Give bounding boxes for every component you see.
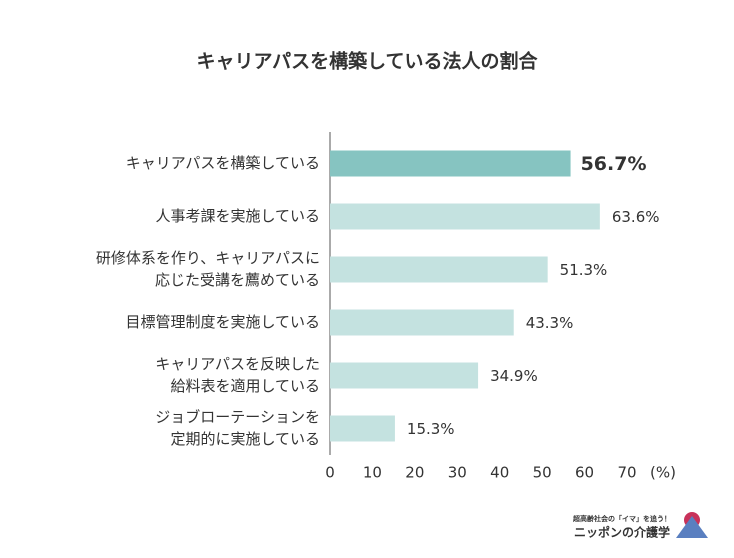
y-tick-label: ジョブローテーションを	[155, 408, 320, 426]
bar	[330, 150, 571, 177]
logo-name: ニッポンの介護学	[574, 525, 670, 540]
y-tick-label: 給料表を適用している	[170, 377, 320, 395]
x-unit: (%)	[650, 464, 676, 482]
x-tick-label: 20	[405, 464, 424, 482]
y-tick-label: 応じた受講を薦めている	[155, 271, 320, 289]
value-label: 63.6%	[612, 208, 660, 226]
x-tick-label: 10	[363, 464, 382, 482]
y-tick-label: 目標管理制度を実施している	[125, 313, 320, 331]
x-tick-label: 70	[617, 464, 636, 482]
x-tick-label: 60	[575, 464, 594, 482]
logo-mountain	[676, 516, 708, 538]
chart-title: キャリアパスを構築している法人の割合	[196, 50, 538, 73]
x-tick-label: 0	[325, 464, 335, 482]
bar	[330, 309, 514, 336]
x-tick-label: 40	[490, 464, 509, 482]
value-label: 43.3%	[526, 314, 574, 332]
y-tick-label: 研修体系を作り、キャリアパスに	[96, 249, 320, 267]
y-tick-label: 人事考課を実施している	[155, 207, 320, 225]
y-tick-label: 定期的に実施している	[170, 430, 320, 448]
x-tick-label: 50	[533, 464, 552, 482]
y-tick-label: キャリアパスを反映した	[155, 355, 320, 373]
logo-tagline: 超高齢社会の「イマ」を追う！	[573, 514, 671, 523]
bar	[330, 203, 600, 230]
value-label: 34.9%	[490, 367, 538, 385]
bar	[330, 256, 548, 283]
y-tick-label: キャリアパスを構築している	[126, 154, 320, 172]
value-label: 56.7%	[581, 153, 647, 175]
bar	[330, 415, 395, 442]
bar	[330, 362, 479, 389]
value-label: 15.3%	[407, 420, 455, 438]
x-tick-label: 30	[448, 464, 467, 482]
value-label: 51.3%	[560, 261, 608, 279]
logo: 超高齢社会の「イマ」を追う！ ニッポンの介護学	[573, 512, 708, 540]
